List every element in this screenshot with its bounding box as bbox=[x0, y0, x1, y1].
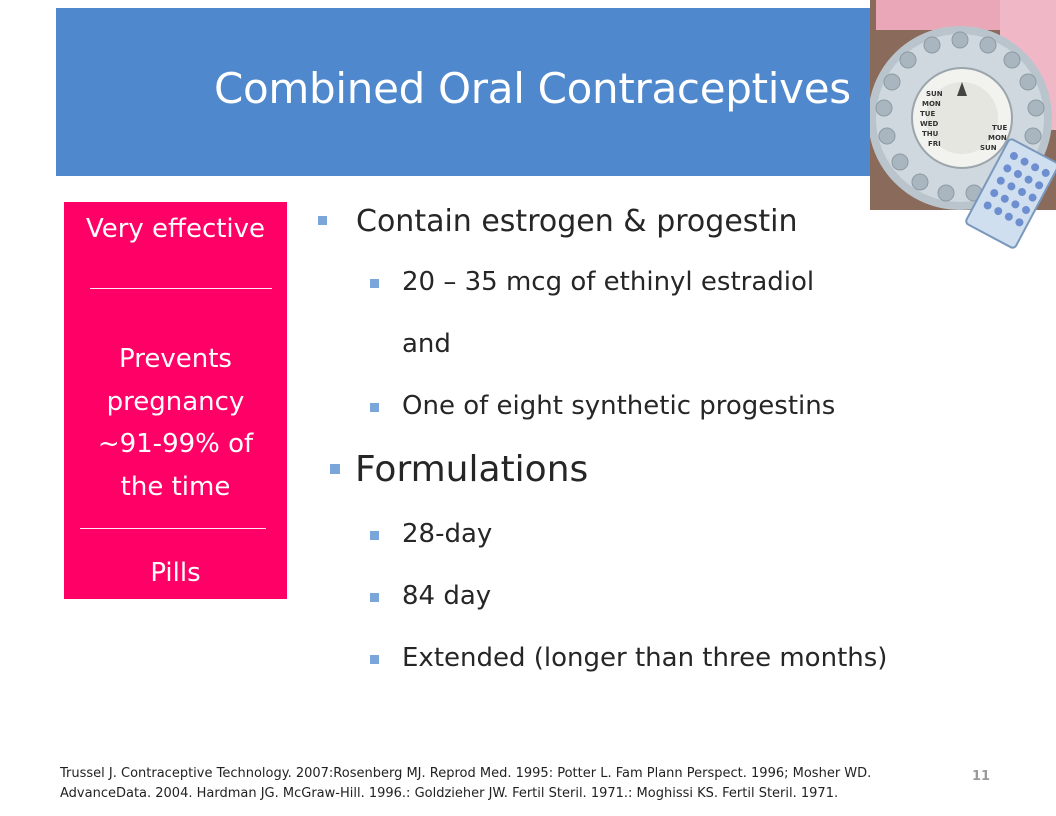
bullet-item: Contain estrogen & progestin bbox=[356, 204, 798, 239]
sub-bullet-item: One of eight synthetic progestins bbox=[402, 391, 836, 421]
reference-line: AdvanceData. 2004. Hardman JG. McGraw-Hi… bbox=[60, 786, 839, 801]
prevents-line-4: the time bbox=[120, 472, 231, 502]
bullet-square-icon bbox=[330, 464, 340, 474]
sub-bullet-item: 28-day bbox=[402, 519, 493, 549]
svg-text:FRI: FRI bbox=[928, 140, 941, 148]
svg-text:MON: MON bbox=[922, 100, 941, 108]
svg-text:TUE: TUE bbox=[920, 110, 935, 118]
bullet-square-icon bbox=[370, 655, 379, 664]
prevents-line-1: Prevents bbox=[119, 344, 232, 374]
method-label: Pills bbox=[150, 558, 201, 588]
svg-text:THU: THU bbox=[922, 130, 939, 138]
reference-line: Trussel J. Contraceptive Technology. 200… bbox=[60, 766, 872, 781]
slide-title: Combined Oral Contraceptives bbox=[214, 64, 851, 113]
pill-dispenser-image: SUN MON TUE WED THU FRI SUN MON TUE bbox=[870, 0, 1056, 249]
title-banner bbox=[56, 8, 916, 176]
prevents-line-2: pregnancy bbox=[106, 387, 245, 417]
sub-bullet-item: 84 day bbox=[402, 581, 492, 611]
effectiveness-panel: Very effective Prevents pregnancy ~91-99… bbox=[64, 202, 287, 599]
panel-divider bbox=[80, 528, 266, 529]
svg-text:WED: WED bbox=[920, 120, 939, 128]
svg-text:SUN: SUN bbox=[980, 144, 997, 152]
svg-text:SUN: SUN bbox=[926, 90, 943, 98]
connector-text: and bbox=[402, 329, 451, 359]
bullet-square-icon bbox=[370, 403, 379, 412]
bullet-item: Formulations bbox=[355, 449, 589, 490]
bullet-square-icon bbox=[370, 593, 379, 602]
bullet-square-icon bbox=[370, 279, 379, 288]
svg-text:MON: MON bbox=[988, 134, 1007, 142]
sub-bullet-item: Extended (longer than three months) bbox=[402, 643, 888, 673]
page-number: 11 bbox=[972, 769, 991, 784]
bullet-square-icon bbox=[318, 216, 327, 225]
svg-text:TUE: TUE bbox=[992, 124, 1007, 132]
prevents-line-3: ~91-99% of bbox=[97, 429, 254, 459]
bullet-square-icon bbox=[370, 531, 379, 540]
references: Trussel J. Contraceptive Technology. 200… bbox=[60, 764, 960, 804]
panel-divider bbox=[90, 288, 272, 289]
sub-bullet-item: 20 – 35 mcg of ethinyl estradiol bbox=[402, 267, 815, 297]
effectiveness-label: Very effective bbox=[85, 214, 266, 244]
